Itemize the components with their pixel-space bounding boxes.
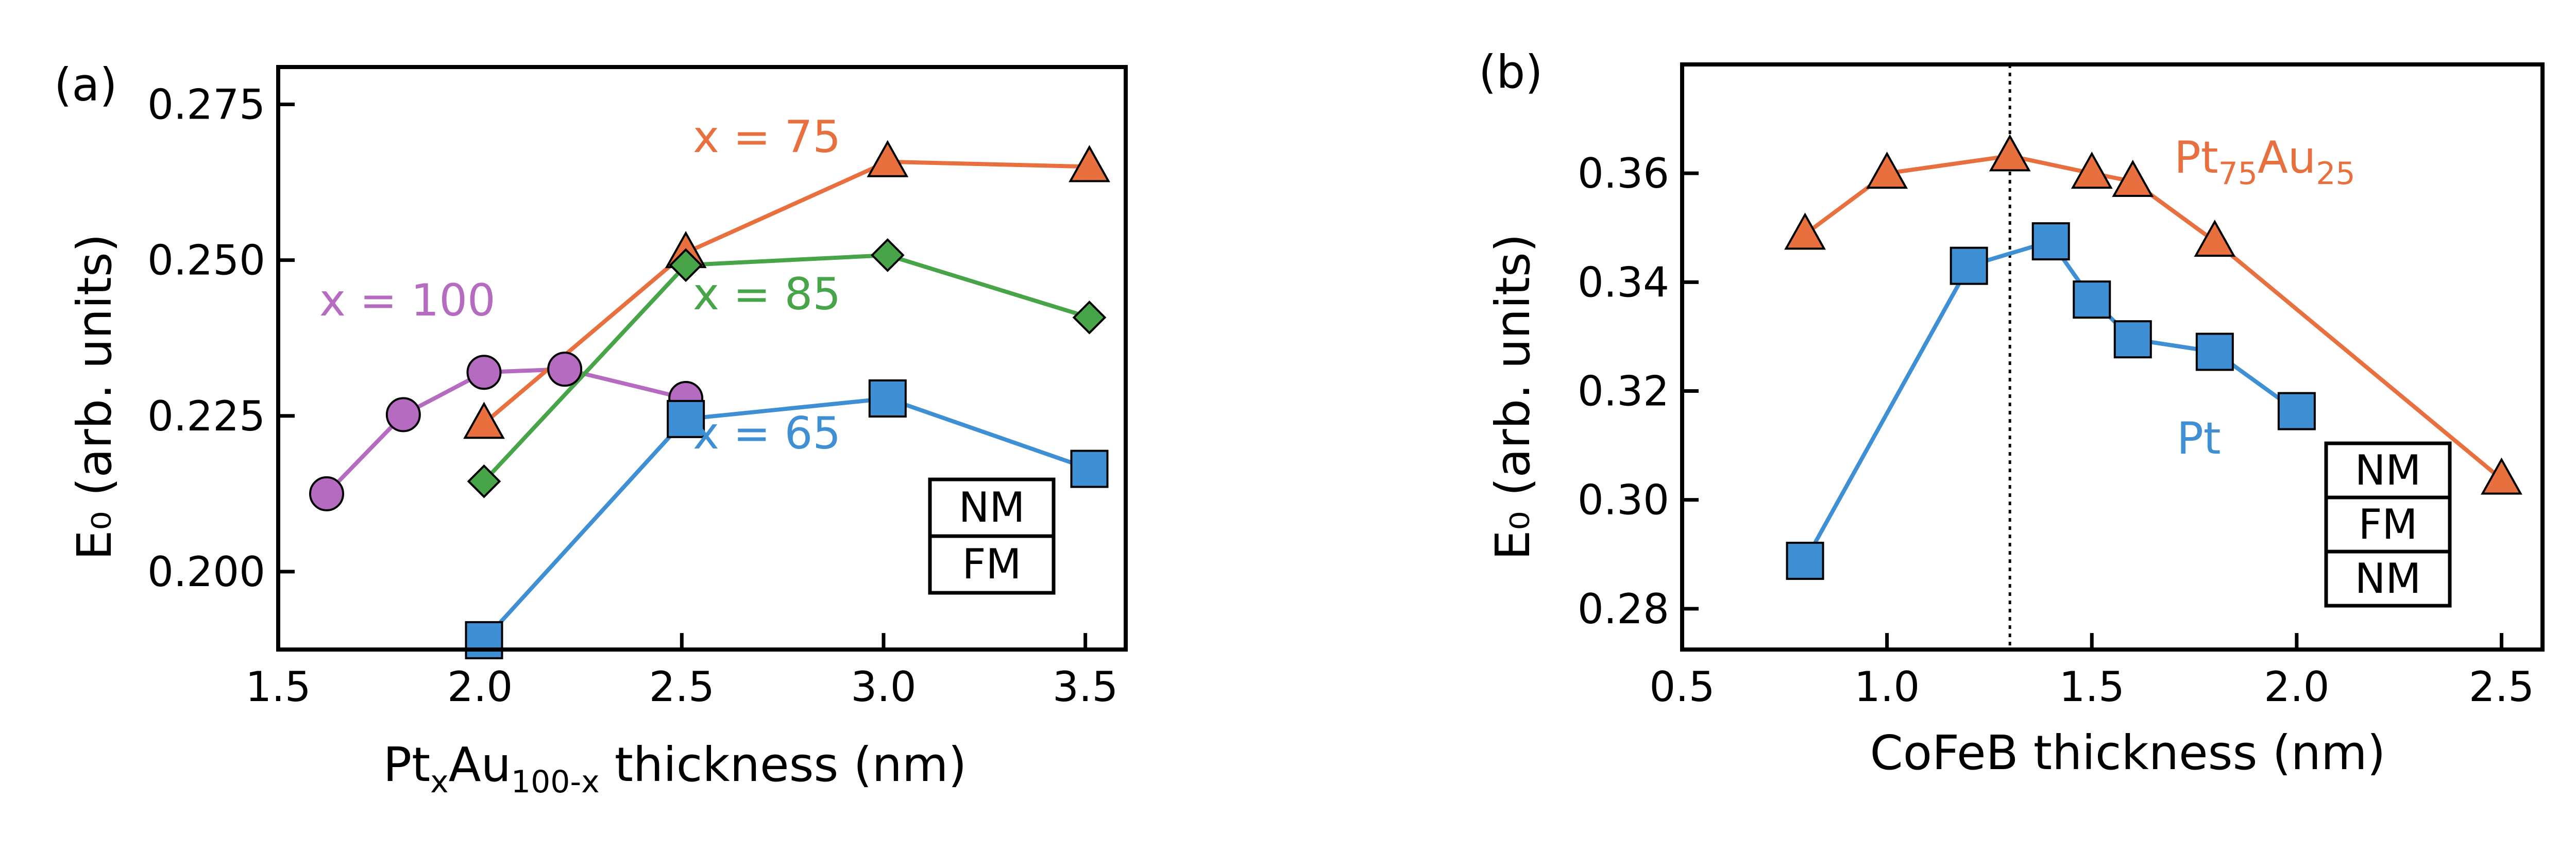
panel-b-x-axis-label: CoFeB thickness (nm) <box>1870 725 2386 780</box>
label-pt75au25: Pt75Au25 <box>2174 132 2355 192</box>
panel-b-label: (b) <box>1479 45 1543 98</box>
b-x-tick-label: 1.0 <box>1854 663 1920 711</box>
b-pt75au25-line <box>1804 154 2503 481</box>
stack-b-nm-top: NM <box>2355 446 2421 494</box>
panel-a-x-axis-label: PtxAu100-x thickness (nm) <box>383 737 967 800</box>
a-x-tick-label: 1.5 <box>245 663 311 711</box>
a-y-tick-label: 0.225 <box>147 392 265 440</box>
a-x-100-point <box>547 352 583 387</box>
label-x-65: x = 65 <box>693 408 841 459</box>
a-y-tick-label: 0.200 <box>147 548 265 596</box>
panel-b-plot-frame <box>1680 62 2545 652</box>
b-pt-point <box>1950 246 1988 285</box>
a-x-tick-label: 3.5 <box>1053 663 1118 711</box>
a-x-tick-label: 3.0 <box>851 663 916 711</box>
b-y-tick-label: 0.30 <box>1578 476 1669 524</box>
a-x-65-point <box>1070 450 1109 488</box>
b-pt-line <box>1803 239 2298 562</box>
b-y-tick-label: 0.34 <box>1578 258 1669 306</box>
b-pt75au25-point <box>1784 212 1826 250</box>
b-x-tick-label: 2.0 <box>2264 663 2329 711</box>
b-pt75au25-point <box>2481 457 2522 495</box>
panel-a-label: (a) <box>54 58 117 111</box>
b-pt75au25-point <box>2071 152 2113 189</box>
b-pt-point <box>2113 320 2152 359</box>
a-x-65-point <box>465 621 503 659</box>
b-y-tick-label: 0.32 <box>1578 367 1669 415</box>
b-pt-point <box>1786 541 1824 580</box>
a-x-75-point <box>463 402 505 439</box>
b-y-tick-label: 0.28 <box>1578 585 1669 633</box>
b-x-tick-label: 2.5 <box>2469 663 2534 711</box>
panel-a-series <box>309 140 1110 659</box>
label-pt: Pt <box>2177 413 2221 464</box>
panel-b-y-axis-label: E₀ (arb. units) <box>1485 234 1540 560</box>
a-x-75-point <box>1069 145 1110 182</box>
panel-b: (b) E₀ (arb. units) CoFeB thickness (nm)… <box>1479 45 2545 780</box>
b-pt75au25-point <box>2112 159 2154 197</box>
panel-a: (a) E₀ (arb. units) PtxAu100-x thickness… <box>54 58 1128 800</box>
panel-b-ticks: 0.5 1.0 1.5 2.0 2.5 0.28 0.30 0.32 0.34 0.36 <box>1578 149 2534 711</box>
label-x-85: x = 85 <box>693 269 841 320</box>
b-pt-point <box>2073 280 2111 319</box>
panel-a-plot-frame <box>276 65 1128 652</box>
a-y-tick-label: 0.250 <box>147 237 265 285</box>
b-pt75au25-point <box>1989 134 2031 172</box>
a-x-85-point <box>467 464 501 498</box>
stack-a-nm: NM <box>959 484 1025 531</box>
label-x-100: x = 100 <box>319 275 496 326</box>
label-x-75: x = 75 <box>693 111 841 163</box>
a-x-85-line <box>482 253 1090 483</box>
panel-a-ticks: 1.5 2.0 2.5 3.0 3.5 0.200 0.225 0.250 0.275 <box>147 81 1118 711</box>
a-x-100-point <box>466 355 502 390</box>
a-x-65-point <box>667 400 705 438</box>
a-y-tick-label: 0.275 <box>147 81 265 129</box>
a-x-75-line <box>482 159 1090 425</box>
stack-b-fm: FM <box>2358 501 2417 548</box>
b-pt-point <box>2277 392 2316 430</box>
panel-b-layer-stack: NM FM NM <box>2324 441 2452 608</box>
stack-b-nm-bottom: NM <box>2355 555 2421 603</box>
a-x-65-line <box>482 396 1090 642</box>
a-x-100-point <box>385 397 421 433</box>
b-pt75au25-point <box>2194 220 2236 257</box>
stack-a-fm: FM <box>962 540 1021 588</box>
a-x-100-point <box>309 476 344 511</box>
b-pt-point <box>2031 222 2070 261</box>
a-x-tick-label: 2.0 <box>447 663 513 711</box>
a-x-85-point <box>871 238 905 272</box>
panel-b-series <box>1784 134 2522 580</box>
panel-a-y-axis-label: E₀ (arb. units) <box>67 234 122 560</box>
a-x-85-point <box>669 248 703 282</box>
b-x-tick-label: 1.5 <box>2059 663 2125 711</box>
b-pt-point <box>2195 332 2234 371</box>
a-x-tick-label: 2.5 <box>649 663 715 711</box>
b-pt75au25-point <box>1866 152 1908 189</box>
b-y-tick-label: 0.36 <box>1578 149 1669 197</box>
a-x-85-point <box>1072 301 1107 335</box>
panel-a-layer-stack: NM FM <box>928 477 1056 595</box>
a-x-75-point <box>867 140 909 177</box>
a-x-65-point <box>868 379 907 418</box>
b-x-tick-label: 0.5 <box>1649 663 1715 711</box>
